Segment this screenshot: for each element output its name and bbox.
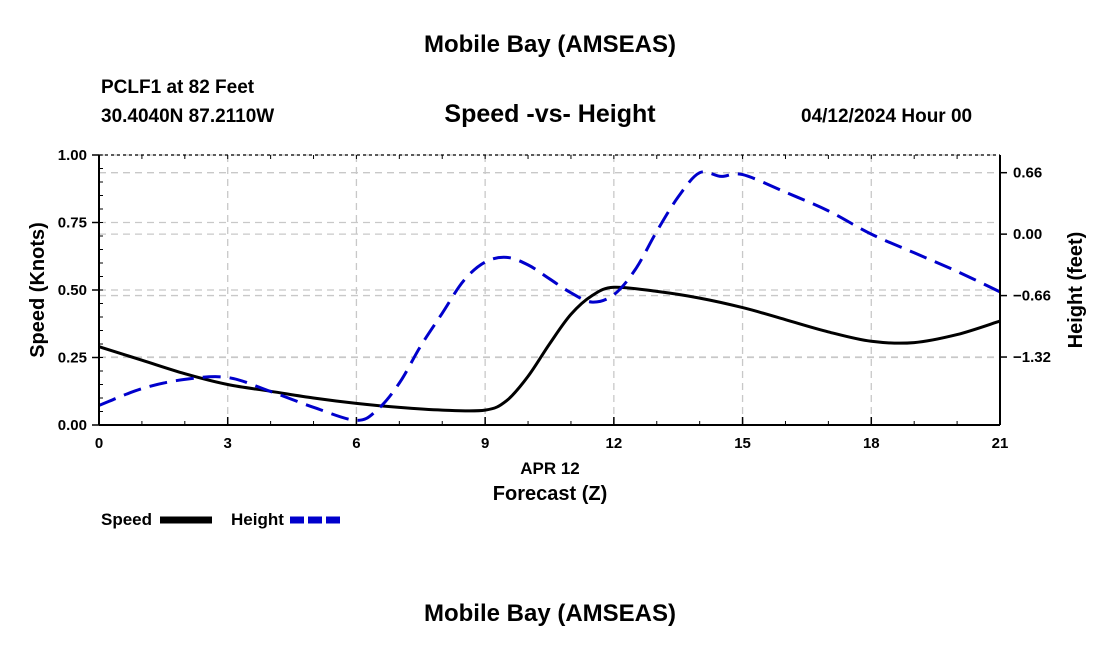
x-tick-label: 3 [224,435,232,452]
x-axis-date-label: APR 12 [520,459,580,478]
page-title: Mobile Bay (AMSEAS) [423,31,677,58]
y-right-axis-title: Height (feet) [1065,232,1087,349]
y-left-tick-label: 0.50 [58,282,87,299]
station-coordinates: 30.4040N 87.2110W [101,106,275,127]
legend-label-speed: Speed [101,510,152,529]
forecast-datetime: 04/12/2024 Hour 00 [801,106,973,127]
x-tick-label: 12 [606,435,623,452]
y-right-tick-label: −1.32 [1013,349,1051,366]
chart-title: Speed -vs- Height [444,100,656,128]
y-right-tick-label: 0.00 [1013,226,1042,243]
x-tick-label: 9 [481,435,489,452]
axis-layer [92,154,1007,426]
x-tick-label: 18 [863,435,880,452]
y-left-tick-label: 0.00 [58,417,87,434]
y-left-tick-label: 0.75 [58,215,87,232]
y-right-tick-label: 0.66 [1013,165,1042,182]
x-axis-title: Forecast (Z) [493,483,607,505]
y-left-tick-label: 1.00 [58,147,87,164]
label-layer: 0 3 6 9 12 15 18 21 0.00 0.25 0.50 0.75 1.00 −1.32 −0.… [27,147,1087,529]
x-tick-label: 0 [95,435,103,452]
station-label: PCLF1 at 82 Feet [101,77,255,98]
y-left-tick-label: 0.25 [58,350,87,367]
series-line-speed [98,285,1001,413]
y-left-axis-title: Speed (Knots) [27,222,49,358]
x-tick-label: 15 [734,435,751,452]
series-line-height [98,170,1001,422]
y-right-tick-label: −0.66 [1013,288,1051,305]
x-tick-label: 6 [352,435,360,452]
legend-label-height: Height [231,510,284,529]
footer-title: Mobile Bay (AMSEAS) [423,600,677,627]
x-tick-label: 21 [992,435,1009,452]
series-layer [98,170,1001,422]
